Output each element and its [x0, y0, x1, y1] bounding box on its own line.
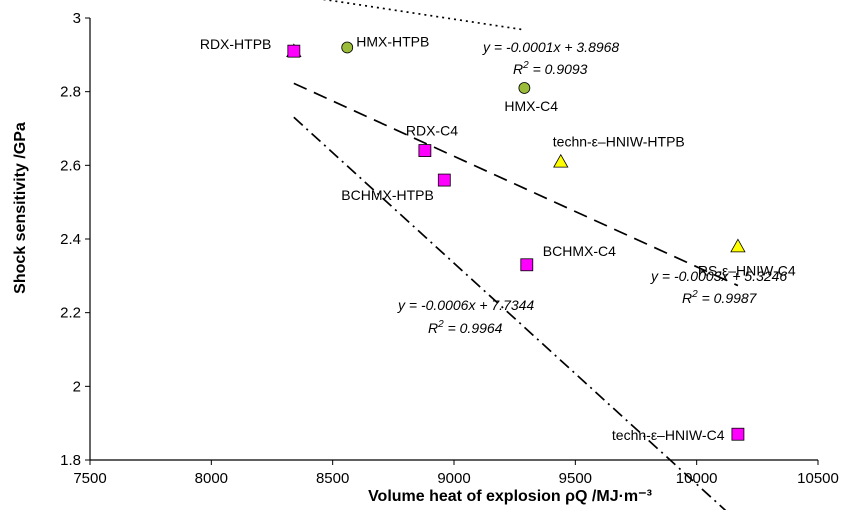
- trend-eq-3-equation: y = -0.0006x + 7.7344: [397, 297, 534, 313]
- point-label: BCHMX-C4: [543, 243, 616, 259]
- trend-eq-3: y = -0.0006x + 7.7344 R2 = 0.9964: [397, 297, 534, 336]
- trendline-2: [293, 82, 739, 287]
- trend-eq-1: y = -0.0001x + 3.8968 R2 = 0.9093: [482, 39, 619, 77]
- y-tick-label: 2: [73, 378, 81, 395]
- x-tick-label: 10500: [797, 470, 839, 487]
- y-tick-label: 1.8: [60, 452, 81, 469]
- point-label: HMX-C4: [504, 98, 558, 114]
- trend-eq-1-r2: R2 = 0.9093: [513, 60, 588, 77]
- trend-eq-1-r2-value: = 0.9093: [533, 61, 588, 77]
- x-tick-label: 8500: [316, 470, 349, 487]
- trendline-1: [321, 0, 525, 31]
- point-label: techn-ε–HNIW-HTPB: [553, 134, 685, 150]
- x-tick-label: 9500: [559, 470, 592, 487]
- y-tick-label: 3: [73, 10, 81, 27]
- point-label: RDX-HTPB: [200, 36, 272, 52]
- triangle-marker: [553, 153, 569, 168]
- trend-eq-3-r2: R2 = 0.9964: [428, 319, 503, 336]
- trend-eq-3-r2-value: = 0.9964: [448, 320, 503, 336]
- triangle-marker: [730, 238, 746, 253]
- square-marker: [437, 173, 451, 187]
- point-label: BCHMX-HTPB: [341, 187, 434, 203]
- y-tick-label: 2.8: [60, 84, 81, 101]
- trend-eq-1-equation: y = -0.0001x + 3.8968: [482, 39, 619, 55]
- trend-eq-2-r2: R2 = 0.9987: [682, 289, 758, 306]
- point-label: RDX-C4: [406, 123, 458, 139]
- point-label: techn-ε–HNIW-C4: [612, 427, 725, 443]
- square-marker: [731, 427, 745, 441]
- y-tick-label: 2.4: [60, 231, 81, 248]
- square-marker: [287, 44, 301, 58]
- point-label: RS-ε–HNIW-C4: [698, 262, 796, 278]
- point-label: HMX-HTPB: [356, 33, 429, 49]
- trend-eq-2-r2-value: = 0.9987: [702, 290, 758, 306]
- trendline-3: [293, 116, 727, 510]
- x-tick-label: 10000: [676, 470, 718, 487]
- y-axis-title: Shock sensitivity /GPa: [12, 122, 29, 294]
- x-tick-label: 7500: [73, 470, 106, 487]
- square-marker: [418, 144, 432, 158]
- trend-eq-2: y = -0.0003x + 5.3246 R2 = 0.9987: [650, 268, 787, 306]
- circle-marker: [341, 41, 354, 54]
- x-axis-title: Volume heat of explosion ρQ /MJ·m⁻³: [368, 488, 652, 505]
- square-marker: [520, 258, 534, 272]
- x-tick-label: 9000: [437, 470, 470, 487]
- y-tick-label: 2.2: [60, 305, 81, 322]
- y-tick-label: 2.6: [60, 157, 81, 174]
- circle-marker: [518, 82, 531, 94]
- trend-eq-2-equation: y = -0.0003x + 5.3246: [650, 268, 787, 284]
- x-tick-label: 8000: [195, 470, 228, 487]
